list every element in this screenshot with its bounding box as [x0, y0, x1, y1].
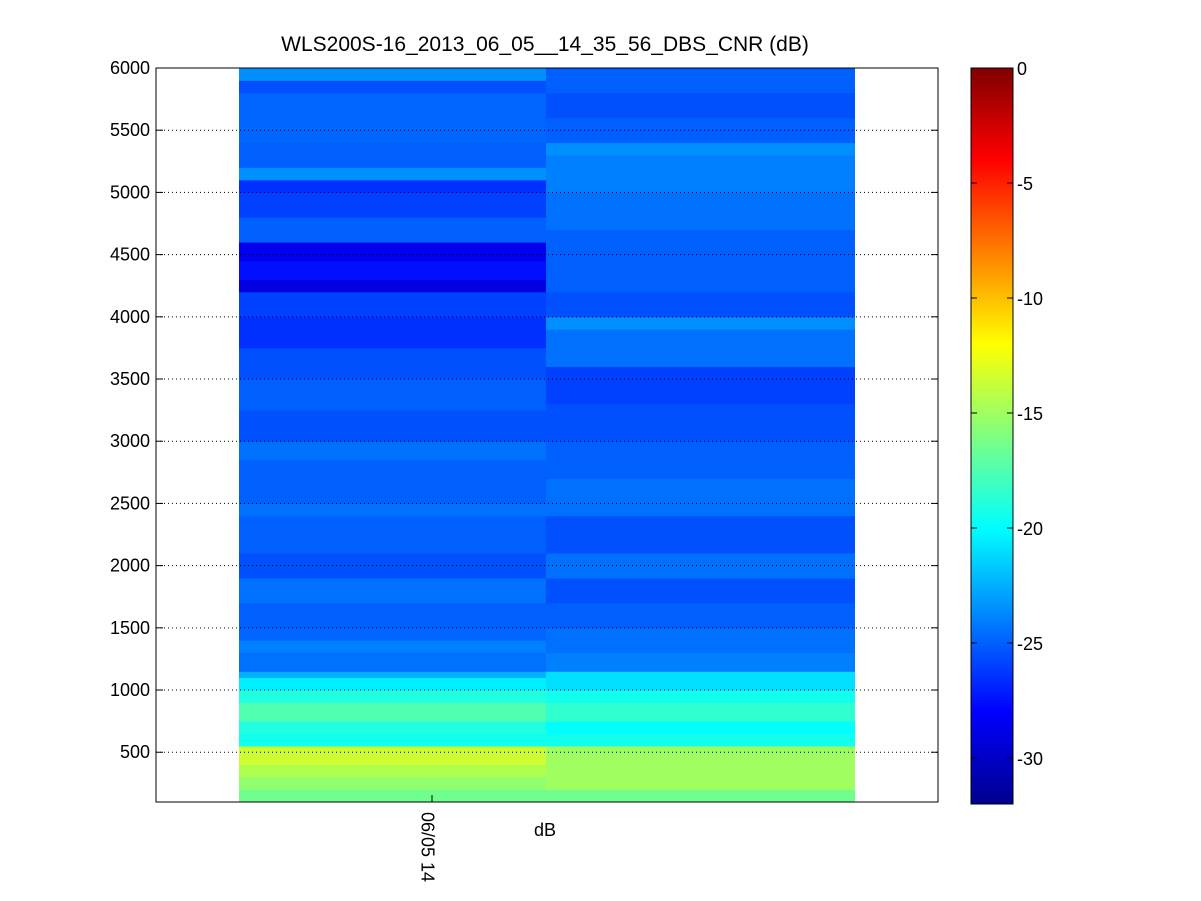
x-tick-label: 06/05 14 — [417, 812, 437, 882]
heatmap-cell — [239, 92, 546, 144]
heatmap-cell — [239, 291, 546, 318]
x-axis-label: dB — [534, 820, 556, 840]
heatmap-cell — [546, 229, 855, 293]
heatmap-cell — [546, 142, 855, 156]
y-tick-label: 6000 — [110, 58, 150, 78]
heatmap-cell — [239, 702, 546, 722]
heatmap-cell — [239, 217, 546, 243]
heatmap-cell — [239, 316, 546, 349]
heatmap-cell — [546, 652, 855, 672]
heatmap-cell — [546, 291, 855, 318]
y-tick-label: 1000 — [110, 680, 150, 700]
heatmap-cell — [239, 192, 546, 218]
heatmap-cell — [546, 478, 855, 517]
y-tick-label: 1500 — [110, 618, 150, 638]
colorbar-gradient — [971, 68, 1013, 804]
heatmap-cell — [239, 68, 546, 81]
colorbar-tick-label: -10 — [1017, 289, 1043, 309]
heatmap-cell — [546, 671, 855, 691]
heatmap-cell — [239, 503, 546, 517]
plot-frame — [155, 67, 939, 803]
heatmap-cell — [239, 167, 546, 181]
heatmap-cell — [239, 459, 546, 504]
heatmap-cell — [546, 746, 855, 790]
y-axis-ticks: 500 1000 1500 2000 2500 3000 3500 4000 4500 5000 5… — [110, 58, 938, 762]
x-axis-ticks: 06/05 14 — [417, 795, 437, 882]
colorbar-ticks: 0 -5 -10 -15 -20 -25 -30 — [971, 59, 1043, 769]
heatmap-cell — [239, 640, 546, 654]
heatmap-cell — [546, 702, 855, 722]
heatmap-cell — [546, 68, 855, 94]
heatmap-cell — [546, 192, 855, 231]
heatmap-cell — [239, 652, 546, 672]
heatmap-cell — [546, 721, 855, 734]
colorbar-frame — [970, 67, 1014, 805]
y-tick-label: 4500 — [110, 245, 150, 265]
heatmap-cell — [239, 671, 546, 678]
heatmap-cells — [239, 68, 855, 803]
heatmap-cell — [546, 155, 855, 193]
heatmap-cell — [239, 410, 546, 442]
y-tick-label: 5500 — [110, 120, 150, 140]
heatmap-cell — [546, 316, 855, 330]
heatmap-cell — [239, 627, 546, 641]
heatmap-cell — [546, 578, 855, 604]
colorbar-tick-label: -20 — [1017, 519, 1043, 539]
heatmap-cell — [239, 347, 546, 380]
heatmap-cell — [546, 690, 855, 703]
heatmap-cell — [239, 677, 546, 691]
heatmap-cell — [239, 789, 546, 803]
heatmap-cell — [239, 746, 546, 766]
heatmap-cell — [239, 441, 546, 461]
heatmap-cell — [239, 80, 546, 94]
colorbar-tick-label: -15 — [1017, 404, 1043, 424]
heatmap-cell — [239, 515, 546, 554]
heatmap-cell — [239, 777, 546, 790]
y-tick-label: 4000 — [110, 307, 150, 327]
y-tick-label: 2000 — [110, 556, 150, 576]
heatmap-cell — [239, 578, 546, 604]
y-tick-label: 2500 — [110, 493, 150, 513]
heatmap-cell — [239, 764, 546, 778]
colorbar: 0 -5 -10 -15 -20 -25 -30 — [970, 59, 1043, 805]
plot-axes: 500 1000 1500 2000 2500 3000 3500 4000 4500 5000 5… — [110, 58, 939, 882]
heatmap-cell — [546, 403, 855, 442]
heatmap-cell — [239, 279, 546, 293]
heatmap-cell — [239, 602, 546, 629]
heatmap-cell — [239, 142, 546, 168]
heatmap-cell — [546, 441, 855, 479]
y-tick-label: 500 — [120, 742, 150, 762]
y-tick-label: 3000 — [110, 431, 150, 451]
heatmap-cell — [239, 721, 546, 734]
heatmap-cell — [239, 260, 546, 280]
heatmap-cell — [546, 515, 855, 554]
colorbar-tick-label: 0 — [1017, 59, 1027, 79]
heatmap-cell — [546, 789, 855, 803]
heatmap-cell — [546, 366, 855, 405]
y-tick-label: 5000 — [110, 182, 150, 202]
heatmap-cell — [546, 329, 855, 367]
heatmap-cell — [239, 379, 546, 411]
heatmap-cell — [239, 242, 546, 262]
heatmap-cell — [546, 602, 855, 629]
y-tick-label: 3500 — [110, 369, 150, 389]
heatmap-cell — [546, 92, 855, 119]
heatmap-cell — [239, 690, 546, 703]
colorbar-tick-label: -25 — [1017, 634, 1043, 654]
heatmap-cell — [239, 733, 546, 747]
colorbar-tick-label: -30 — [1017, 749, 1043, 769]
heatmap-cell — [239, 179, 546, 193]
heatmap-cell — [546, 733, 855, 747]
colorbar-tick-label: -5 — [1017, 174, 1033, 194]
chart-title: WLS200S-16_2013_06_05__14_35_56_DBS_CNR … — [281, 33, 809, 56]
heatmap-cell — [546, 627, 855, 654]
